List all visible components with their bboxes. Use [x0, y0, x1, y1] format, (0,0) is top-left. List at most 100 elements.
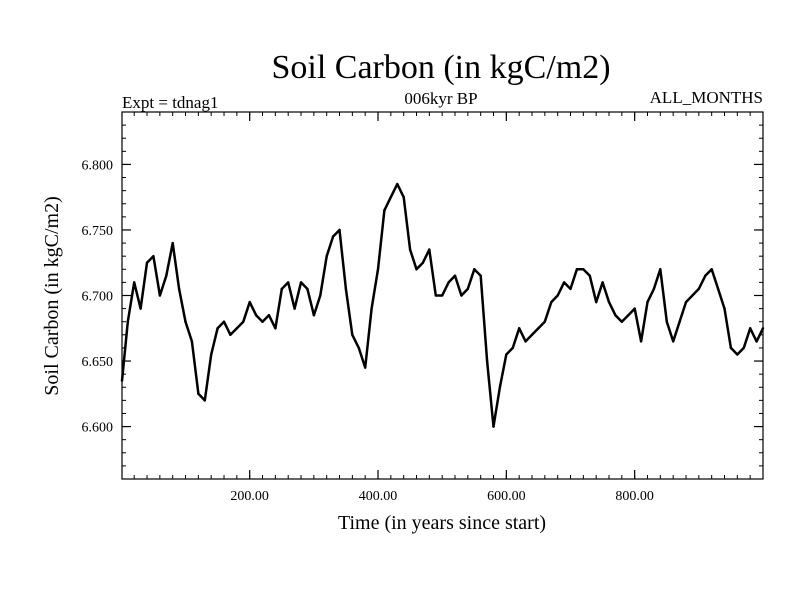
data-point: [498, 386, 502, 389]
data-point: [550, 300, 553, 304]
data-point: [197, 392, 200, 395]
chart-title: Soil Carbon (in kgC/m2): [271, 49, 610, 86]
x-tick-label: 200.00: [230, 489, 269, 504]
y-tick-label: 6.600: [82, 421, 114, 436]
data-point: [569, 287, 572, 291]
data-point: [729, 346, 733, 350]
data-point: [659, 268, 662, 271]
data-point: [505, 353, 508, 356]
data-point: [620, 320, 623, 323]
data-point: [152, 255, 155, 258]
data-point: [357, 346, 360, 350]
data-point: [755, 340, 758, 343]
data-point: [415, 268, 418, 271]
data-point: [280, 287, 283, 291]
data-point: [389, 196, 392, 199]
data-point: [710, 268, 713, 271]
data-point: [697, 287, 700, 291]
data-point: [331, 235, 335, 238]
data-point: [133, 281, 136, 284]
y-tick-label: 6.750: [82, 224, 114, 239]
data-point: [607, 300, 611, 304]
data-point: [171, 241, 174, 245]
data-point: [704, 274, 707, 277]
data-point: [120, 379, 124, 382]
data-point: [396, 182, 399, 186]
data-point: [383, 209, 386, 212]
data-point: [524, 340, 527, 343]
data-point: [376, 268, 380, 271]
data-point: [325, 255, 328, 258]
data-point: [293, 307, 296, 310]
data-point: [627, 314, 630, 317]
x-tick-label: 600.00: [487, 489, 526, 504]
data-point: [274, 327, 277, 330]
data-point: [453, 274, 457, 277]
data-point: [261, 320, 264, 323]
period-label: 006kyr BP: [404, 89, 477, 108]
data-point: [684, 300, 688, 304]
data-point: [530, 333, 534, 336]
data-point: [235, 327, 239, 330]
data-point: [562, 281, 566, 284]
data-point: [485, 359, 489, 363]
data-point: [421, 261, 425, 264]
y-tick-label: 6.700: [82, 290, 114, 305]
y-axis-label: Soil Carbon (in kgC/m2): [41, 196, 63, 395]
data-point: [601, 281, 604, 284]
data-point: [652, 287, 656, 291]
data-point: [543, 320, 546, 323]
data-point: [177, 287, 181, 291]
data-point: [344, 287, 348, 291]
x-tick-label: 800.00: [615, 489, 654, 504]
data-point: [370, 307, 373, 310]
data-point: [441, 294, 444, 297]
data-point: [312, 314, 316, 317]
data-point: [518, 327, 521, 330]
data-point: [672, 340, 675, 343]
data-point: [145, 261, 149, 264]
data-point: [761, 327, 765, 330]
data-point: [473, 268, 476, 271]
data-point: [614, 314, 617, 317]
data-point: [691, 294, 694, 297]
data-point: [639, 340, 643, 343]
data-point: [402, 196, 405, 199]
data-point: [633, 307, 636, 310]
series-layer: [120, 182, 765, 428]
data-point: [723, 307, 726, 310]
y-tick-label: 6.650: [82, 355, 114, 370]
data-point: [736, 353, 739, 356]
data-point: [575, 268, 579, 271]
data-point: [210, 353, 213, 356]
data-point: [229, 333, 232, 336]
data-point: [139, 307, 142, 310]
y-tick-label: 6.800: [82, 158, 114, 173]
data-point: [408, 248, 412, 251]
data-point: [248, 300, 251, 304]
data-point: [338, 228, 341, 232]
data-point: [216, 327, 219, 330]
data-point: [267, 314, 271, 317]
experiment-label: Expt = tdnag1: [122, 93, 218, 112]
data-point: [254, 314, 258, 317]
data-point: [165, 274, 168, 277]
data-point: [299, 281, 303, 284]
data-point: [434, 294, 437, 297]
data-point: [203, 399, 206, 402]
data-point: [537, 327, 540, 330]
data-point: [588, 274, 591, 277]
data-point: [595, 300, 598, 304]
data-point: [460, 294, 463, 297]
data-point: [492, 425, 495, 428]
data-point: [364, 366, 367, 369]
data-point: [646, 300, 649, 304]
data-point: [742, 346, 745, 350]
data-point: [665, 320, 668, 323]
data-point: [716, 287, 720, 291]
data-point: [306, 287, 309, 291]
data-point: [351, 333, 354, 336]
x-axis-label: Time (in years since start): [338, 512, 546, 534]
data-point: [511, 346, 514, 350]
